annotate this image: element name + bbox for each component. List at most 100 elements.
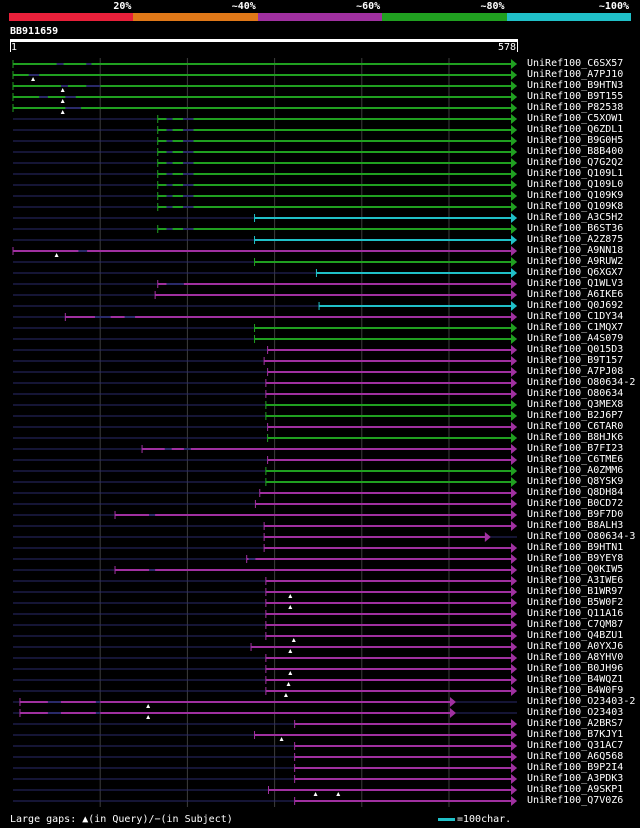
- hit-label[interactable]: UniRef100_A2BRS7: [527, 718, 624, 729]
- hit-label[interactable]: UniRef100_O80634-3: [527, 531, 636, 542]
- hit-arrow: [511, 136, 517, 146]
- hit-arrow: [511, 466, 517, 476]
- query-gap-marker: [313, 792, 318, 796]
- hit-label[interactable]: UniRef100_A4S079: [527, 333, 624, 344]
- hit-arrow: [511, 235, 517, 245]
- hit-label[interactable]: UniRef100_A6IKE6: [527, 289, 624, 300]
- hit-arrow: [511, 103, 517, 113]
- hit-label[interactable]: UniRef100_B0JH96: [527, 663, 624, 674]
- query-gap-marker: [288, 649, 293, 653]
- hit-label[interactable]: UniRef100_Q0KIW5: [527, 564, 624, 575]
- identity-legend: 20% ~40% ~60% ~80% ~100%: [9, 0, 631, 22]
- hit-arrow: [511, 334, 517, 344]
- hit-label[interactable]: UniRef100_Q109K8: [527, 201, 624, 212]
- hit-label[interactable]: UniRef100_B9HTN3: [527, 80, 624, 91]
- hit-label[interactable]: UniRef100_B9T157: [527, 355, 624, 366]
- hit-arrow: [449, 708, 456, 718]
- hit-arrow: [511, 488, 517, 498]
- query-gap-marker: [146, 715, 151, 719]
- hit-label[interactable]: UniRef100_B2J6P7: [527, 410, 624, 421]
- hit-label[interactable]: UniRef100_B9F7D0: [527, 509, 624, 520]
- hit-label[interactable]: UniRef100_C6SX57: [527, 58, 624, 69]
- hit-label[interactable]: UniRef100_A0YXJ6: [527, 641, 624, 652]
- hit-arrow: [511, 675, 517, 685]
- hit-label[interactable]: UniRef100_O80634-2: [527, 377, 636, 388]
- hit-arrow: [511, 169, 517, 179]
- hit-label[interactable]: UniRef100_C1MQX7: [527, 322, 624, 333]
- hit-label[interactable]: UniRef100_A9SKP1: [527, 784, 624, 795]
- hit-arrow: [511, 587, 517, 597]
- hit-label[interactable]: UniRef100_B4W0F9: [527, 685, 624, 696]
- hit-label[interactable]: UniRef100_O23403: [527, 707, 624, 718]
- hit-label[interactable]: UniRef100_Q109L1: [527, 168, 624, 179]
- hit-label[interactable]: UniRef100_Q7V0Z6: [527, 795, 624, 806]
- hit-label[interactable]: UniRef100_A7PJ08: [527, 366, 624, 377]
- hit-label[interactable]: UniRef100_B9T155: [527, 91, 624, 102]
- hit-label[interactable]: UniRef100_Q6ZDL1: [527, 124, 624, 135]
- hit-label[interactable]: UniRef100_B5W0F2: [527, 597, 624, 608]
- hit-label[interactable]: UniRef100_C6TME6: [527, 454, 624, 465]
- hit-label[interactable]: UniRef100_B9P2I4: [527, 762, 624, 773]
- hit-arrow: [484, 532, 491, 542]
- hit-label[interactable]: UniRef100_Q1WLV3: [527, 278, 624, 289]
- hit-label[interactable]: UniRef100_Q109K9: [527, 190, 624, 201]
- hit-label[interactable]: UniRef100_B7FI23: [527, 443, 624, 454]
- query-gap-marker: [288, 605, 293, 609]
- hit-arrow: [511, 246, 517, 256]
- hit-label[interactable]: UniRef100_A7PJ10: [527, 69, 624, 80]
- hit-label[interactable]: UniRef100_A3C5H2: [527, 212, 624, 223]
- hit-label[interactable]: UniRef100_Q015D3: [527, 344, 624, 355]
- hit-label[interactable]: UniRef100_Q4BZU1: [527, 630, 624, 641]
- hit-arrow: [511, 114, 517, 124]
- hit-label[interactable]: UniRef100_Q3MEX8: [527, 399, 624, 410]
- hit-arrow: [511, 521, 517, 531]
- hit-label[interactable]: UniRef100_Q7G2Q2: [527, 157, 624, 168]
- hit-label[interactable]: UniRef100_O23403-2: [527, 696, 636, 707]
- hit-label[interactable]: UniRef100_Q6XGX7: [527, 267, 624, 278]
- hit-arrow: [511, 796, 517, 806]
- hit-label[interactable]: UniRef100_A9RUW2: [527, 256, 624, 267]
- hit-label[interactable]: UniRef100_B6ST36: [527, 223, 624, 234]
- hit-arrow: [511, 389, 517, 399]
- scale-label: =100char.: [457, 814, 512, 825]
- hit-label[interactable]: UniRef100_B8B400: [527, 146, 624, 157]
- hit-label[interactable]: UniRef100_O80634: [527, 388, 624, 399]
- hit-arrow: [511, 565, 517, 575]
- hit-label[interactable]: UniRef100_C5XOW1: [527, 113, 624, 124]
- hit-label[interactable]: UniRef100_A3PDK3: [527, 773, 624, 784]
- hit-arrow: [511, 422, 517, 432]
- query-gap-marker: [60, 88, 65, 92]
- hit-label[interactable]: UniRef100_B9G0H5: [527, 135, 624, 146]
- hit-label[interactable]: UniRef100_B9HTN1: [527, 542, 624, 553]
- hit-label[interactable]: UniRef100_Q109L0: [527, 179, 624, 190]
- hit-label[interactable]: UniRef100_C1DY34: [527, 311, 624, 322]
- hit-arrow: [511, 257, 517, 267]
- hit-label[interactable]: UniRef100_A6Q568: [527, 751, 624, 762]
- hit-label[interactable]: UniRef100_A3IWE6: [527, 575, 624, 586]
- hit-label[interactable]: UniRef100_Q0J692: [527, 300, 624, 311]
- hit-label[interactable]: UniRef100_P82538: [527, 102, 624, 113]
- hit-label[interactable]: UniRef100_B1WR97: [527, 586, 624, 597]
- hit-label[interactable]: UniRef100_Q11A16: [527, 608, 624, 619]
- hit-label[interactable]: UniRef100_A8YHV0: [527, 652, 624, 663]
- hit-label[interactable]: UniRef100_C7QM87: [527, 619, 624, 630]
- hit-label[interactable]: UniRef100_Q31AC7: [527, 740, 624, 751]
- ruler-end: 578: [497, 42, 516, 53]
- hit-label[interactable]: UniRef100_B4WQZ1: [527, 674, 624, 685]
- hit-arrow: [511, 510, 517, 520]
- hit-label[interactable]: UniRef100_B0CD72: [527, 498, 624, 509]
- hit-label[interactable]: UniRef100_Q8DH84: [527, 487, 624, 498]
- hit-arrow: [511, 730, 517, 740]
- hit-label[interactable]: UniRef100_B8ALH3: [527, 520, 624, 531]
- hit-label[interactable]: UniRef100_B7KJY1: [527, 729, 624, 740]
- hit-label[interactable]: UniRef100_Q8YSK9: [527, 476, 624, 487]
- hit-label[interactable]: UniRef100_C6TAR0: [527, 421, 624, 432]
- hit-label[interactable]: UniRef100_B8HJK6: [527, 432, 624, 443]
- legend-segment: [9, 13, 134, 21]
- scale-legend: =100char.: [438, 814, 511, 825]
- hit-label[interactable]: UniRef100_A9NN18: [527, 245, 624, 256]
- hit-label[interactable]: UniRef100_A2Z875: [527, 234, 624, 245]
- hit-label[interactable]: UniRef100_B9YEY8: [527, 553, 624, 564]
- hit-label[interactable]: UniRef100_A0ZMM6: [527, 465, 624, 476]
